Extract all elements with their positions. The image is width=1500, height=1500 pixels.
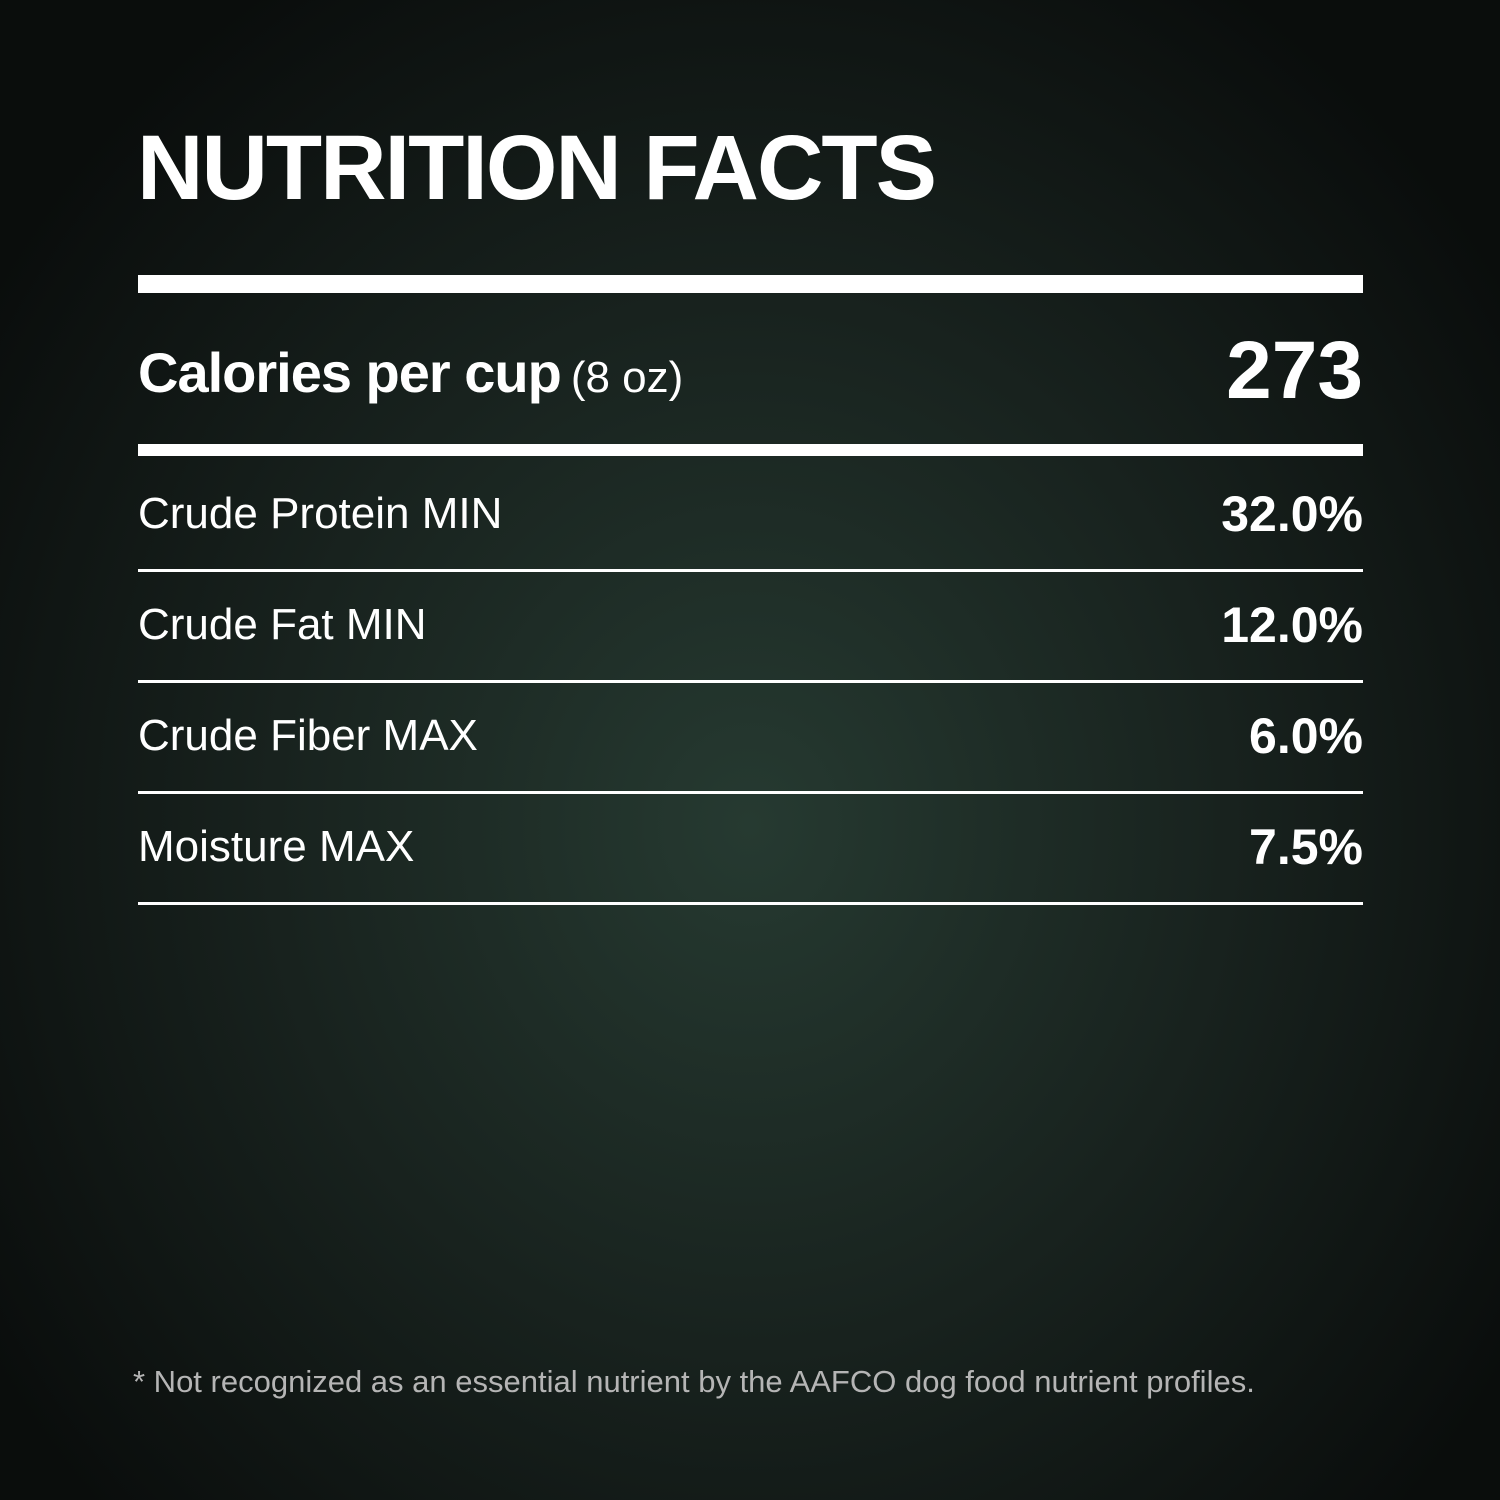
divider [138,275,1363,293]
nutrient-label: Crude Fat MIN [138,600,427,649]
nutrient-value: 7.5% [1249,819,1363,875]
nutrient-value: 32.0% [1221,486,1363,542]
nutrient-label: Moisture MAX [138,822,415,871]
divider [138,444,1363,456]
nutrient-value: 12.0% [1221,597,1363,653]
nutrient-row: Crude Protein MIN 32.0% [138,459,1363,572]
calories-label-wrap: Calories per cup (8 oz) [138,340,683,405]
nutrient-row: Crude Fiber MAX 6.0% [138,681,1363,794]
nutrient-value: 6.0% [1249,708,1363,764]
footnote: * Not recognized as an essential nutrien… [133,1364,1255,1399]
calories-label: Calories per cup [138,341,562,404]
nutrient-label: Crude Protein MIN [138,489,503,538]
nutrient-row: Moisture MAX 7.5% [138,792,1363,905]
calories-row: Calories per cup (8 oz) 273 [138,325,1363,416]
calories-value: 273 [1226,325,1363,416]
nutrient-row: Crude Fat MIN 12.0% [138,570,1363,683]
title: NUTRITION FACTS [137,117,937,219]
calories-unit: (8 oz) [570,353,684,402]
nutrient-label: Crude Fiber MAX [138,711,478,760]
